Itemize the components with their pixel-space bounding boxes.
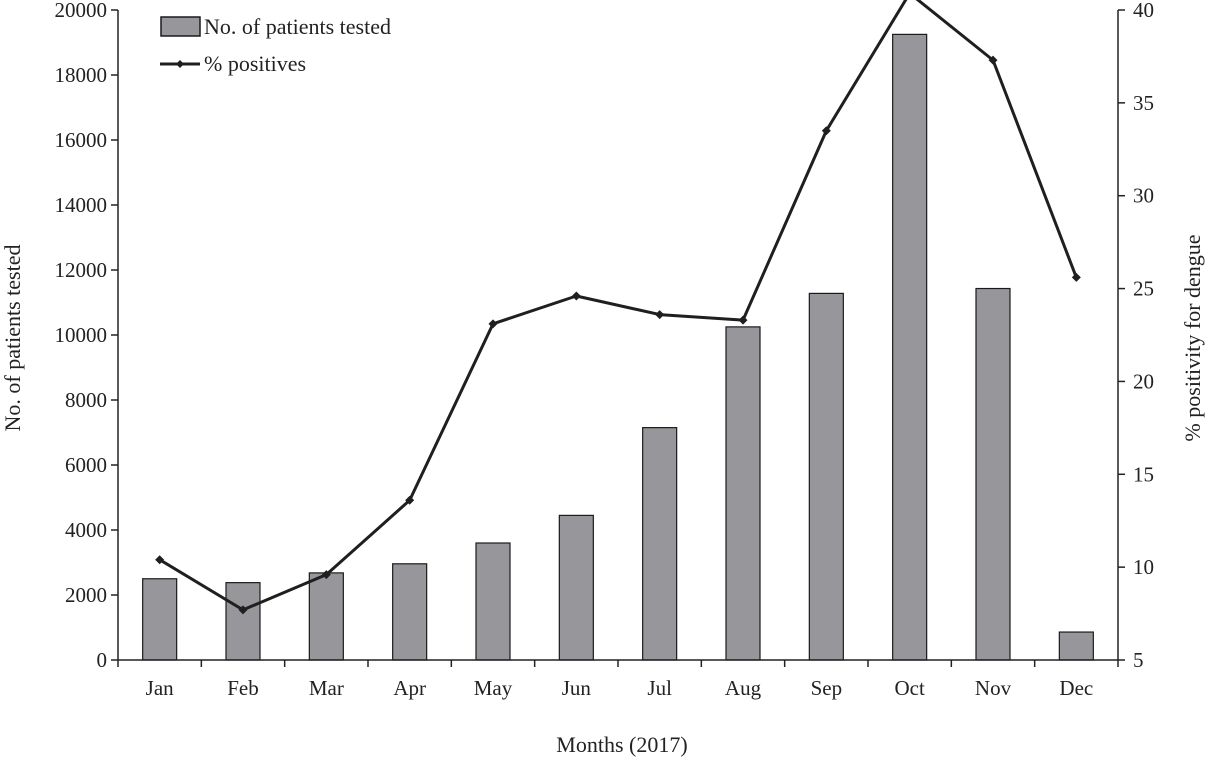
point-feb [238,605,248,615]
y-tick-label: 14000 [55,193,108,217]
point-jun [571,291,581,301]
bar-mar [308,572,344,661]
y2-tick-label: 15 [1133,462,1154,486]
point-may [488,319,498,329]
x-tick-label-aug: Aug [725,676,762,700]
y2-tick-label: 30 [1133,184,1154,208]
point-nov [988,55,998,65]
y-tick-label: 12000 [55,258,108,282]
y2-tick-label: 10 [1133,555,1154,579]
x-tick-label-dec: Dec [1059,676,1093,700]
bar-sep [808,292,844,661]
line-layer [155,0,1081,615]
x-axis-title: Months (2017) [556,732,687,757]
legend-bar-label: No. of patients tested [204,14,391,39]
y-tick-label: 2000 [65,583,107,607]
y-tick-label: 18000 [55,63,108,87]
x-tick-label-jan: Jan [146,676,174,700]
bar-apr [392,563,428,661]
legend-line-label: % positives [204,51,306,76]
y2-tick-label: 35 [1133,91,1154,115]
y2-axis-title: % positivity for dengue [1180,234,1205,441]
y2-tick-label: 25 [1133,277,1154,301]
axes-layer: 0 2000 4000 6000 8000 10000 12000 14000 16000 180… [55,0,1155,700]
y2-tick-label: 20 [1133,369,1154,393]
x-tick-label-mar: Mar [309,676,344,700]
point-jul [655,310,665,320]
x-tick-label-jul: Jul [647,676,672,700]
y-tick-label: 6000 [65,453,107,477]
bars-layer [142,33,1094,661]
bar-oct [892,33,928,661]
point-mar [321,570,331,580]
y2-tick-label: 5 [1133,648,1144,672]
y-tick-label: 20000 [55,0,108,22]
bar-nov [975,287,1011,661]
x-tick-label-apr: Apr [393,676,426,700]
point-aug [738,315,748,325]
point-jan [155,555,165,565]
point-apr [405,495,415,505]
point-dec [1071,272,1081,282]
bar-dec [1058,631,1094,661]
y-tick-label: 10000 [55,323,108,347]
y-tick-label: 0 [97,648,108,672]
bar-jun [558,514,594,661]
positivity-line [158,0,1078,612]
bar-may [475,542,511,661]
legend: No. of patients tested % positives [160,14,391,76]
bar-aug [725,326,761,661]
y-axis-title: No. of patients tested [0,245,25,432]
legend-line-marker [176,60,184,68]
legend-bar-swatch [160,16,201,37]
x-tick-label-sep: Sep [811,676,843,700]
x-tick-label-oct: Oct [895,676,925,700]
x-tick-label-feb: Feb [227,676,259,700]
point-sep [821,126,831,136]
y-tick-label: 4000 [65,518,107,542]
y-tick-label: 16000 [55,128,108,152]
bar-feb [225,582,261,661]
bar-jul [642,427,678,661]
x-tick-label-nov: Nov [975,676,1012,700]
x-tick-label-may: May [474,676,513,700]
y2-tick-label: 40 [1133,0,1154,22]
x-tick-label-jun: Jun [562,676,592,700]
y-tick-label: 8000 [65,388,107,412]
bar-jan [142,578,178,661]
